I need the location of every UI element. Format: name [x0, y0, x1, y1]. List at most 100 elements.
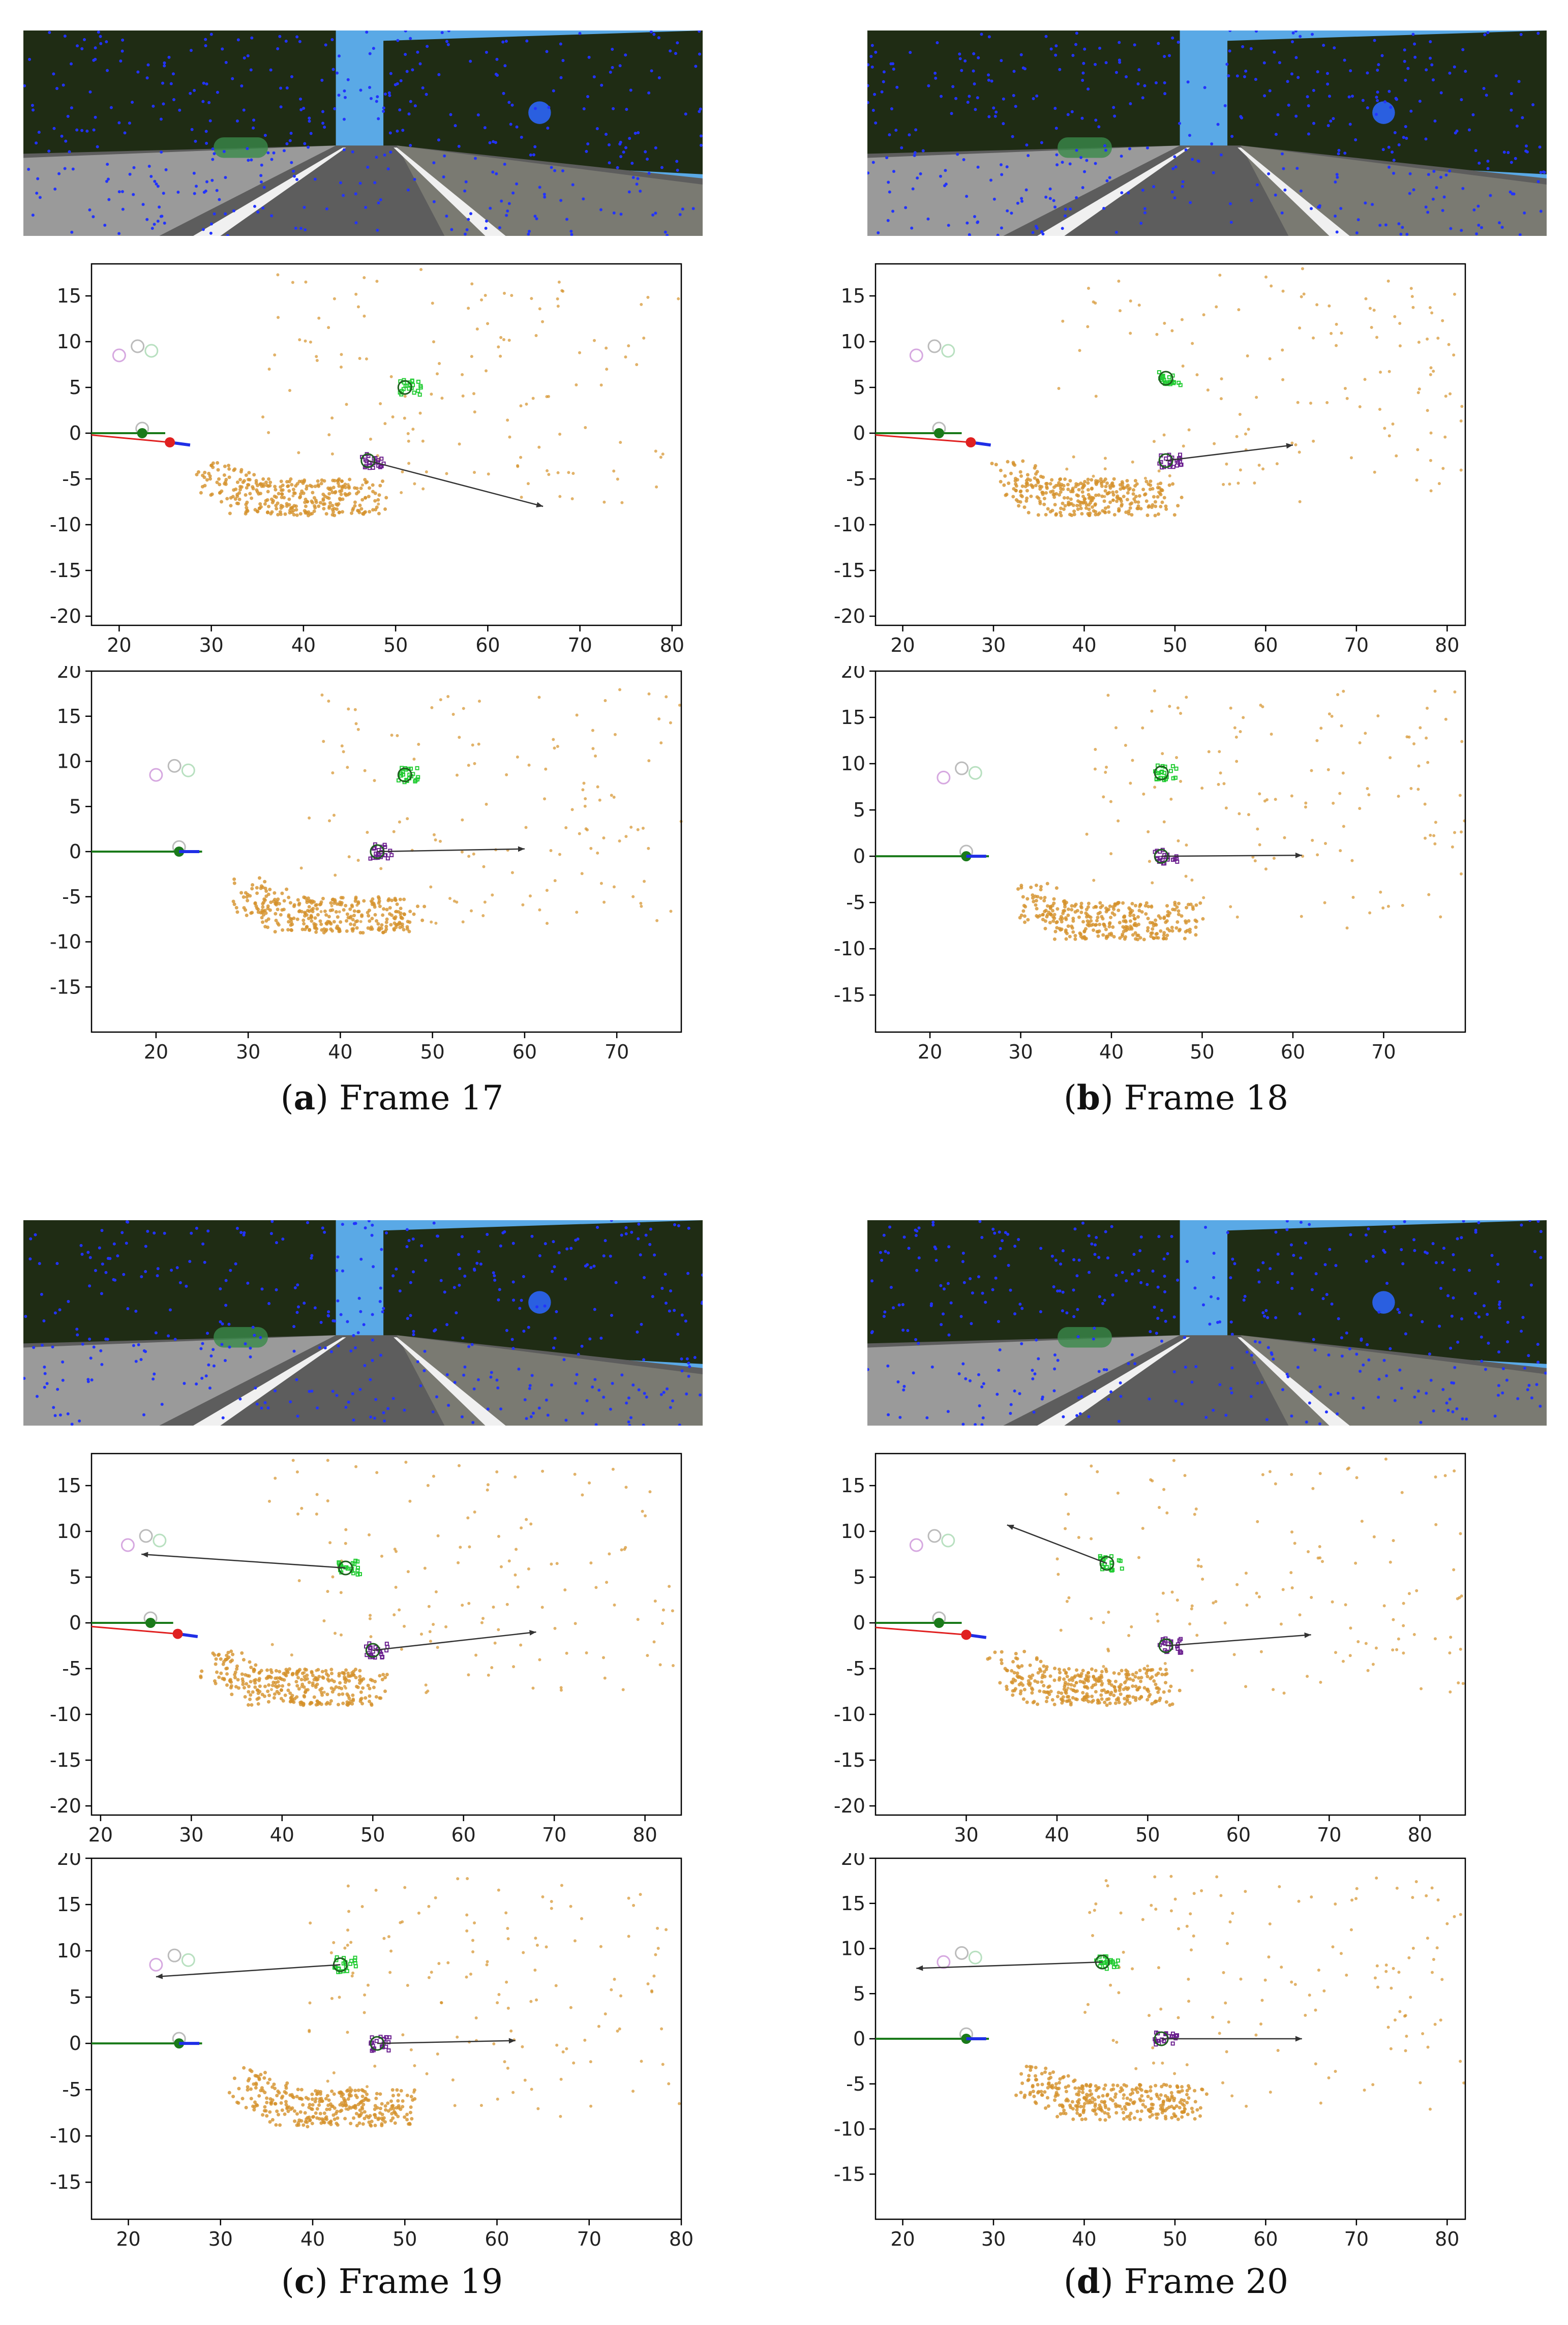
x-tick-label: 30	[954, 1824, 978, 1846]
y-tick-label: 10	[841, 1938, 865, 1960]
x-tick-label: 40	[1072, 634, 1096, 656]
y-tick-label: -10	[834, 938, 865, 960]
x-tick-label: 50	[1163, 2228, 1187, 2250]
axes-frame	[875, 263, 1466, 626]
y-tick-label: 15	[57, 1893, 81, 1916]
camera-image	[23, 1220, 703, 1426]
y-tick-label: 15	[57, 285, 81, 307]
pedestrian-velocity-arrow	[373, 1631, 536, 1651]
axes-frame	[91, 1453, 682, 1816]
y-tick-label: 20	[57, 666, 81, 682]
y-tick-label: 15	[57, 1474, 81, 1497]
car-velocity-arrow	[1007, 1524, 1107, 1564]
camera-image	[867, 31, 1547, 236]
y-tick-label: -15	[50, 559, 81, 582]
x-tick-label: 30	[981, 634, 1006, 656]
tracked-car	[1157, 370, 1183, 387]
point-cloud	[227, 1877, 681, 2129]
x-tick-label: 60	[475, 634, 500, 656]
pedestrian-velocity-arrow	[1161, 855, 1302, 857]
x-tick-label: 60	[1281, 1041, 1305, 1063]
x-tick-label: 40	[291, 634, 316, 656]
tracked-car	[1153, 763, 1179, 782]
history-marker	[131, 339, 145, 353]
x-tick-label: 20	[918, 1041, 942, 1063]
x-tick-label: 50	[1190, 1041, 1214, 1063]
car-center	[397, 767, 412, 782]
axes-frame	[875, 670, 1466, 1033]
tracked-car	[156, 1955, 358, 1979]
x-tick-label: 40	[270, 1824, 294, 1846]
bev-plot-bottom: 20 30 40 50 60 70 80 20 15 10 5 0 -5 -10 -15	[0, 1853, 784, 2260]
x-tick-label: 40	[1099, 1041, 1124, 1063]
x-tick-label: 30	[1008, 1041, 1033, 1063]
history-marker	[937, 1955, 951, 1969]
x-tick-label: 50	[383, 634, 408, 656]
history-marker	[968, 1950, 982, 1965]
tracked-car	[1007, 1524, 1124, 1573]
x-tick-label: 30	[236, 1041, 260, 1063]
tracked-pedestrian	[1153, 848, 1302, 866]
y-tick-label: 5	[69, 1566, 81, 1588]
y-tick-label: 0	[69, 2032, 81, 2055]
pedestrian-arrow-head	[518, 846, 525, 852]
panel-frame-20: 30 40 50 60 70 80 15 10 5 0 -5 -10 -15 -20 20 30 40 50 60…	[784, 1190, 1568, 2325]
y-tick-label: 5	[853, 799, 865, 821]
y-tick-label: 20	[841, 666, 865, 682]
predicted-ego	[966, 437, 976, 447]
car-arrow-head	[916, 1965, 923, 1971]
pedestrian-arrow-head	[529, 1630, 536, 1636]
history-marker	[955, 1946, 969, 1960]
car-velocity-arrow	[156, 1964, 341, 1978]
x-tick-label: 80	[1408, 1824, 1432, 1846]
x-tick-label: 70	[1344, 2228, 1369, 2250]
y-tick-label: 0	[69, 422, 81, 444]
pedestrian-velocity-arrow	[368, 460, 544, 507]
x-tick-label: 70	[577, 2228, 601, 2250]
x-tick-label: 20	[88, 1824, 113, 1846]
x-tick-label: 20	[116, 2228, 140, 2250]
pedestrian-arrow-head	[1295, 2036, 1302, 2042]
y-tick-label: -15	[834, 2163, 865, 2185]
y-tick-label: -5	[62, 468, 81, 490]
y-tick-label: 0	[69, 840, 81, 863]
y-tick-label: 5	[69, 376, 81, 399]
history-marker	[909, 348, 923, 363]
x-tick-label: 80	[632, 1824, 657, 1846]
x-tick-label: 50	[393, 2228, 417, 2250]
pedestrian-center	[1158, 453, 1173, 468]
bev-plot-top: 30 40 50 60 70 80 15 10 5 0 -5 -10 -15 -20	[784, 1446, 1568, 1853]
history-marker	[909, 1538, 923, 1552]
pedestrian-arrow-head	[1295, 852, 1302, 858]
x-tick-label: 60	[451, 1824, 476, 1846]
history-marker	[149, 1957, 163, 1972]
x-tick-label: 20	[144, 1041, 168, 1063]
x-tick-label: 50	[1135, 1824, 1160, 1846]
x-tick-label: 30	[981, 2228, 1006, 2250]
y-tick-label: -20	[50, 605, 81, 627]
panel-frame-18: 20 30 40 50 60 70 80 15 10 5 0 -5 -10 -15 -20 20 30 40 50…	[784, 0, 1568, 1149]
history-marker	[941, 344, 955, 358]
y-tick-label: 15	[841, 706, 865, 729]
pedestrian-velocity-arrow	[377, 848, 525, 853]
axes-frame	[91, 1857, 682, 2220]
y-tick-label: -10	[50, 1703, 81, 1726]
predicted-ego	[172, 1628, 183, 1639]
bev-plot-top: 20 30 40 50 60 70 80 15 10 5 0 -5 -10 -15 -20	[0, 257, 784, 666]
predicted-ego	[165, 437, 175, 447]
point-cloud	[195, 268, 680, 518]
tracked-pedestrian	[368, 842, 525, 861]
pedestrian-arrow-head	[508, 2038, 516, 2044]
history-marker	[927, 339, 942, 353]
tracked-car	[916, 1954, 1120, 1971]
y-tick-label: -5	[846, 2073, 865, 2095]
y-tick-label: -15	[834, 559, 865, 582]
y-tick-label: -15	[834, 1749, 865, 1771]
car-velocity-arrow	[916, 1961, 1103, 1969]
car-arrow-head	[1007, 1524, 1014, 1530]
axes-frame	[875, 1453, 1466, 1816]
y-tick-label: 10	[57, 330, 81, 353]
history-marker	[153, 1533, 167, 1548]
predicted-ego	[961, 1629, 972, 1640]
x-tick-label: 70	[605, 1041, 629, 1063]
